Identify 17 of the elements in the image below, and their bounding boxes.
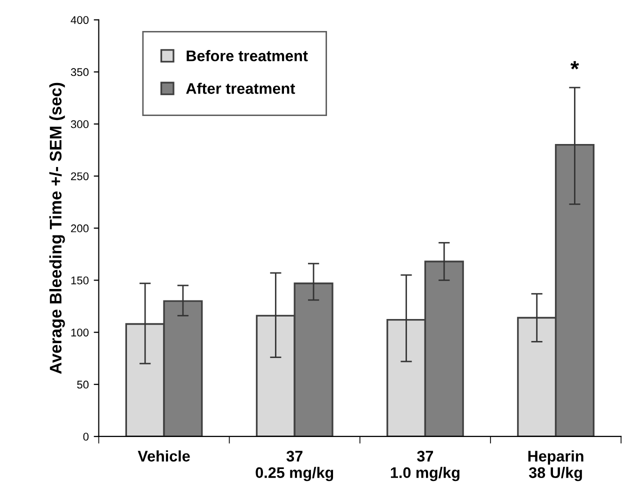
y-tick-label: 0 [83, 432, 89, 441]
y-axis-title: Average Bleeding Time +/- SEM (sec) [49, 82, 65, 374]
x-tick-label: Vehicle [138, 450, 190, 462]
y-tick-label: 100 [71, 328, 89, 336]
y-tick-label: 300 [70, 120, 89, 128]
y-tick-label: 250 [71, 172, 89, 180]
y-tick-label: 200 [71, 224, 89, 232]
y-tick-label: 150 [71, 276, 89, 284]
legend-label: After treatment [186, 82, 296, 94]
x-tick-label: 37 0.25 mg/kg [256, 450, 334, 482]
y-tick-label: 50 [77, 380, 89, 389]
legend-label: Before treatment [186, 50, 308, 62]
y-tick-label: 350 [70, 68, 89, 76]
x-tick-label: 37 1.0 mg/kg [390, 450, 460, 482]
y-tick-label: 400 [70, 16, 89, 24]
annotation: * [570, 61, 580, 70]
x-tick-label: Heparin 38 U/kg [528, 450, 584, 482]
